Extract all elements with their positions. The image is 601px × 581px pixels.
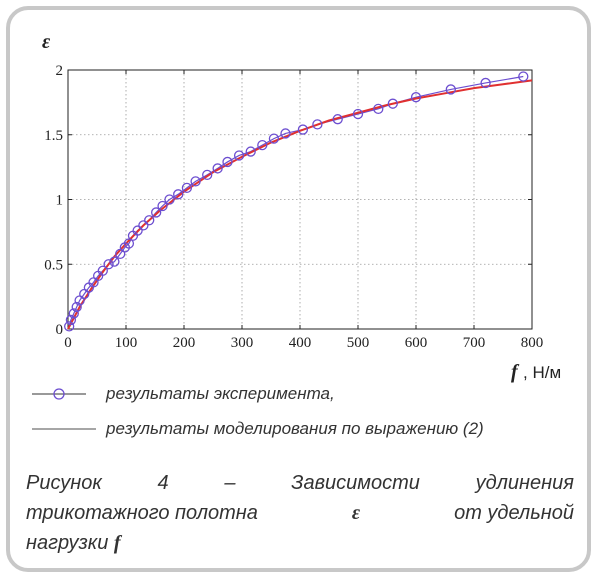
x-tick-label: 700 [463, 335, 486, 351]
caption-line-2: трикотажного полотна ε от удельной [26, 498, 574, 528]
data-point-experiment [480, 77, 491, 89]
data-point-experiment [387, 98, 398, 109]
figure-frame [6, 6, 591, 572]
x-tick-label: 300 [231, 335, 254, 351]
data-point-experiment [144, 215, 155, 226]
data-point-experiment [352, 108, 364, 120]
caption-line-3: нагрузки f [26, 528, 574, 558]
caption-text: трикотажного полотна [26, 502, 258, 524]
figure-caption: Рисунок 4 – Зависимости удлинения трикот… [26, 468, 574, 558]
data-point-experiment [332, 114, 343, 125]
legend-label-experiment: результаты эксперимента, [106, 384, 335, 403]
data-point-experiment [164, 194, 175, 205]
x-axis-label-var: f [511, 361, 520, 383]
x-tick-label: 500 [347, 335, 370, 351]
y-axis-label: ε [42, 31, 51, 53]
series-line-experiment [68, 75, 524, 327]
data-point-experiment [64, 321, 75, 332]
data-point-experiment [297, 124, 309, 135]
data-point-experiment [173, 189, 184, 200]
data-point-experiment [151, 207, 162, 218]
data-point-experiment [68, 308, 79, 319]
caption-var-f: f [113, 532, 121, 554]
data-point-experiment [202, 169, 213, 181]
data-point-experiment [245, 146, 256, 157]
x-tick-label: 800 [521, 335, 544, 351]
legend-label-model: результаты моделирования по выражению (2… [106, 419, 484, 438]
y-tick-label: 2 [56, 63, 64, 79]
data-point-experiment [222, 156, 233, 168]
data-point-experiment [181, 182, 193, 193]
data-point-experiment [123, 238, 135, 249]
x-tick-label: 200 [173, 335, 196, 351]
data-point-experiment [445, 84, 456, 95]
chart-series [64, 71, 533, 332]
x-tick-label: 0 [64, 335, 72, 351]
chart: 0 100 200 300 400 500 600 700 800 0 0.5 1 1.5 2ε f, Н/… [42, 31, 561, 383]
chart-axes [67, 69, 533, 330]
data-point-experiment [233, 150, 245, 161]
data-point-experiment [65, 314, 77, 326]
data-point-experiment [132, 225, 143, 236]
data-point-experiment [212, 163, 223, 174]
y-tick-label: 1.5 [44, 128, 63, 144]
chart-labels: 0 100 200 300 400 500 600 700 800 0 0.5 1 1.5 2ε f, Н/… [42, 31, 561, 383]
data-point-experiment [109, 256, 120, 267]
chart-grid [67, 69, 533, 330]
data-point-experiment [312, 119, 323, 130]
x-axis-label-unit: , Н/м [523, 363, 561, 382]
data-point-experiment [410, 92, 422, 103]
y-tick-label: 0 [56, 322, 64, 338]
data-point-experiment [257, 139, 268, 151]
caption-text-3: нагрузки [26, 532, 109, 554]
data-point-experiment [280, 128, 291, 139]
x-tick-label: 400 [289, 335, 312, 351]
data-point-experiment [103, 259, 114, 270]
data-point-experiment [518, 71, 529, 82]
y-tick-label: 1 [56, 193, 64, 209]
x-tick-label: 600 [405, 335, 428, 351]
x-tick-label: 100 [115, 335, 138, 351]
data-point-experiment [268, 133, 280, 144]
caption-line-1: Рисунок 4 – Зависимости удлинения [26, 472, 574, 494]
data-point-experiment [97, 265, 108, 276]
series-line-model [67, 79, 533, 330]
legend-marker-circle-line [32, 388, 86, 400]
data-point-experiment [373, 103, 384, 114]
y-tick-label: 0.5 [44, 257, 63, 273]
data-point-experiment [190, 176, 201, 187]
data-point-experiment [71, 301, 82, 313]
legend-marker-line [32, 428, 96, 430]
data-point-experiment [138, 220, 149, 231]
caption-text-2: от удельной [454, 502, 574, 524]
caption-var-epsilon: ε [351, 502, 361, 524]
data-point-experiment [157, 200, 168, 212]
